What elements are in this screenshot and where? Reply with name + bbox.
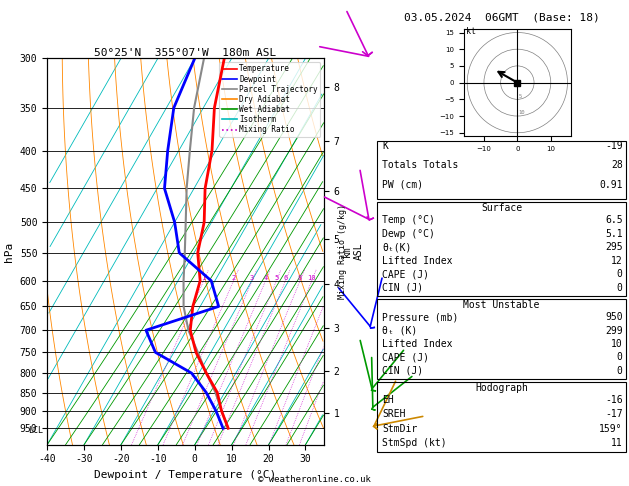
Text: 28: 28	[611, 160, 623, 171]
Text: 0: 0	[617, 352, 623, 363]
Text: θₜ (K): θₜ (K)	[382, 326, 418, 336]
Text: 03.05.2024  06GMT  (Base: 18): 03.05.2024 06GMT (Base: 18)	[404, 12, 599, 22]
Text: Hodograph: Hodograph	[475, 383, 528, 393]
Text: StmSpd (kt): StmSpd (kt)	[382, 438, 447, 448]
Text: θₜ(K): θₜ(K)	[382, 243, 412, 252]
Text: CAPE (J): CAPE (J)	[382, 352, 430, 363]
Text: LCL: LCL	[28, 426, 43, 435]
Text: SREH: SREH	[382, 409, 406, 419]
Text: 8: 8	[298, 275, 302, 281]
Y-axis label: km
ASL: km ASL	[342, 243, 364, 260]
Text: Mixing Ratio (g/kg): Mixing Ratio (g/kg)	[338, 204, 347, 299]
Text: 4: 4	[264, 275, 268, 281]
Text: 6.5: 6.5	[605, 215, 623, 226]
Text: 10: 10	[308, 275, 316, 281]
Text: 11: 11	[611, 438, 623, 448]
Text: 0.91: 0.91	[599, 180, 623, 190]
Title: 50°25'N  355°07'W  180m ASL: 50°25'N 355°07'W 180m ASL	[94, 48, 277, 57]
Text: -17: -17	[605, 409, 623, 419]
Text: 1: 1	[201, 275, 206, 281]
Text: Temp (°C): Temp (°C)	[382, 215, 435, 226]
Text: kt: kt	[465, 27, 476, 36]
Text: 5: 5	[518, 94, 521, 99]
Text: CIN (J): CIN (J)	[382, 283, 423, 293]
Y-axis label: hPa: hPa	[4, 242, 14, 261]
Text: 10: 10	[518, 110, 525, 115]
Text: Most Unstable: Most Unstable	[464, 300, 540, 311]
Text: Surface: Surface	[481, 203, 522, 213]
Text: 6: 6	[283, 275, 287, 281]
Text: CAPE (J): CAPE (J)	[382, 269, 430, 279]
Text: CIN (J): CIN (J)	[382, 366, 423, 376]
Text: K: K	[382, 141, 388, 151]
Text: -16: -16	[605, 395, 623, 405]
Text: © weatheronline.co.uk: © weatheronline.co.uk	[258, 474, 371, 484]
Text: EH: EH	[382, 395, 394, 405]
Text: 5.1: 5.1	[605, 229, 623, 239]
Text: Lifted Index: Lifted Index	[382, 339, 453, 349]
Text: 950: 950	[605, 312, 623, 323]
Text: 12: 12	[611, 256, 623, 266]
Text: 2: 2	[231, 275, 236, 281]
X-axis label: Dewpoint / Temperature (°C): Dewpoint / Temperature (°C)	[94, 470, 277, 480]
Text: 10: 10	[611, 339, 623, 349]
Text: 299: 299	[605, 326, 623, 336]
Text: Pressure (mb): Pressure (mb)	[382, 312, 459, 323]
Text: PW (cm): PW (cm)	[382, 180, 423, 190]
Text: StmDir: StmDir	[382, 424, 418, 434]
Text: Totals Totals: Totals Totals	[382, 160, 459, 171]
Text: -19: -19	[605, 141, 623, 151]
Text: 0: 0	[617, 269, 623, 279]
Text: Lifted Index: Lifted Index	[382, 256, 453, 266]
Text: 295: 295	[605, 243, 623, 252]
Text: 5: 5	[274, 275, 279, 281]
Text: 0: 0	[617, 366, 623, 376]
Legend: Temperature, Dewpoint, Parcel Trajectory, Dry Adiabat, Wet Adiabat, Isotherm, Mi: Temperature, Dewpoint, Parcel Trajectory…	[220, 62, 320, 137]
Text: Dewp (°C): Dewp (°C)	[382, 229, 435, 239]
Text: 159°: 159°	[599, 424, 623, 434]
Text: 3: 3	[250, 275, 254, 281]
Text: 0: 0	[617, 283, 623, 293]
